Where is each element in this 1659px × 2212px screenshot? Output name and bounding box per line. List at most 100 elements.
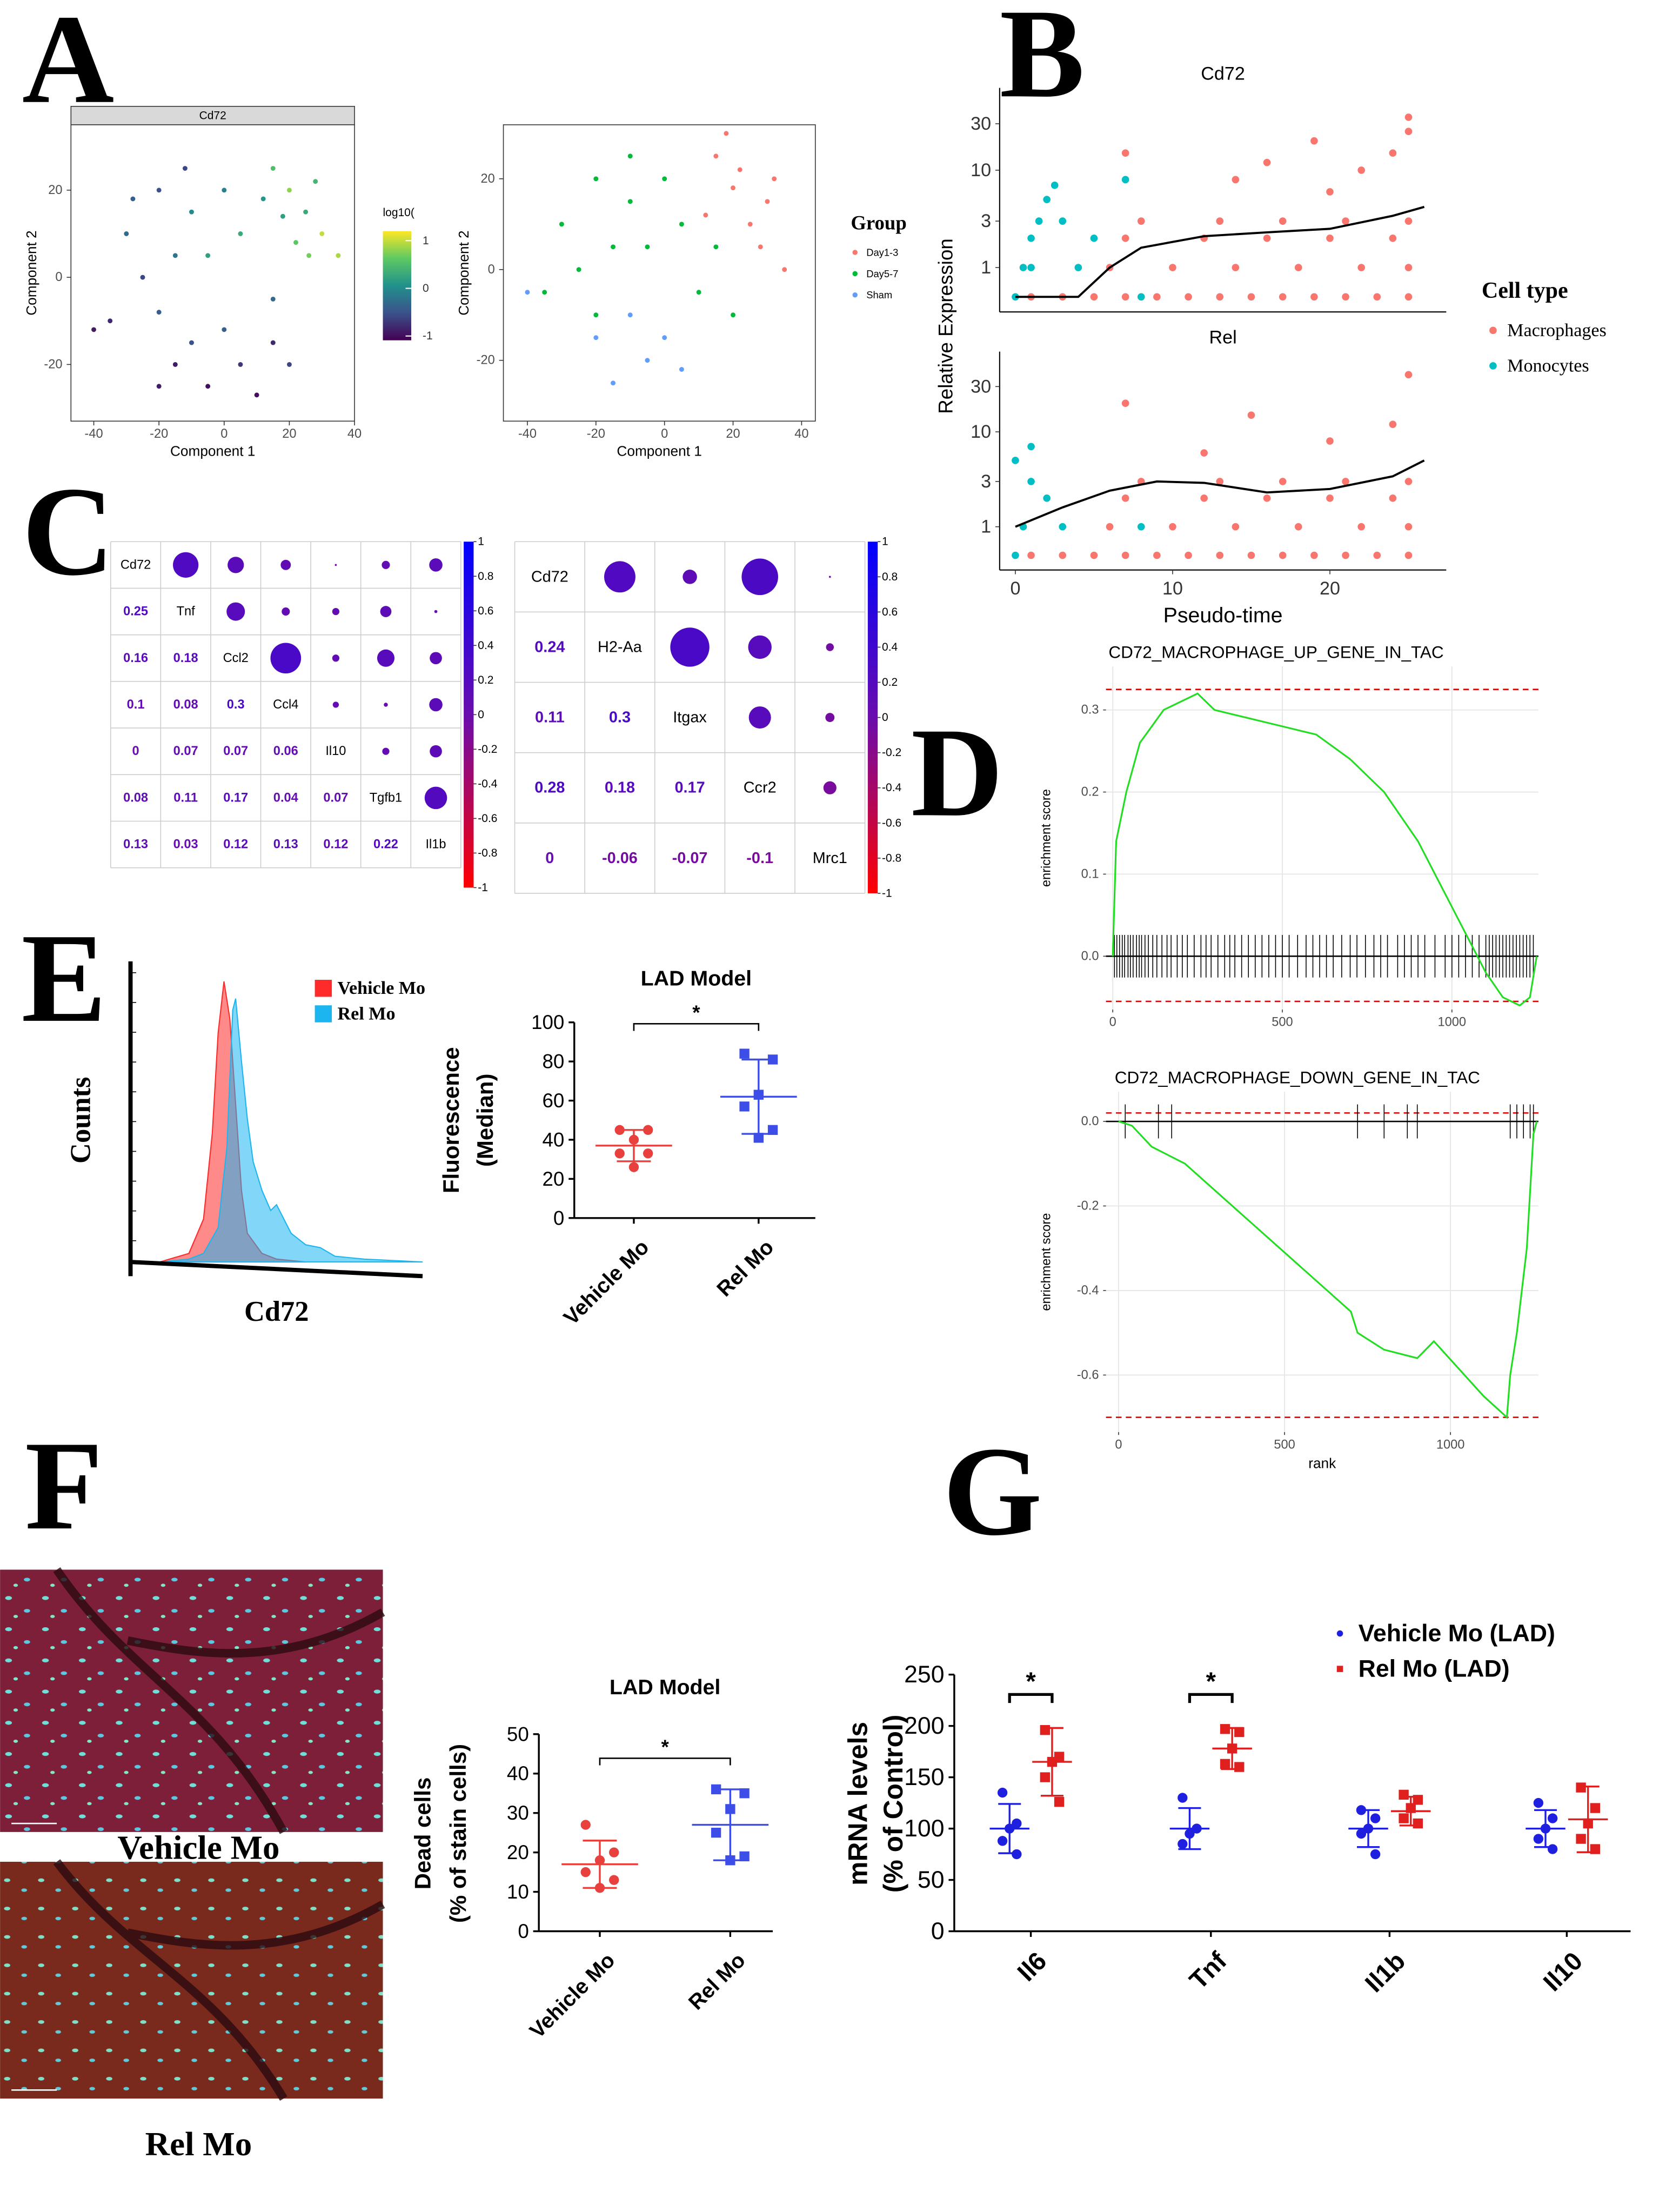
correlation-circle: [332, 654, 339, 662]
y-axis-label: enrichment score: [1039, 1213, 1053, 1311]
correlation-value: -0.1: [746, 850, 773, 867]
correlation-value: 0.12: [323, 838, 348, 852]
y-axis-label: enrichment score: [1039, 789, 1053, 887]
data-point: [580, 1820, 591, 1830]
x-tick-label: 40: [794, 427, 808, 441]
data-point: [1232, 176, 1240, 184]
data-point: [108, 318, 113, 324]
x-tick-label: 20: [282, 427, 296, 441]
data-point: [739, 1101, 750, 1112]
x-tick-label: 0: [1010, 578, 1020, 599]
data-point: [140, 275, 145, 280]
panel-letter: F: [25, 1415, 103, 1556]
correlation-circle: [384, 703, 388, 707]
correlation-circle: [741, 558, 778, 596]
x-tick-label: 40: [347, 427, 362, 441]
trend-curve: [1015, 459, 1425, 528]
variable-label: Tnf: [177, 605, 196, 619]
colorbar-tick-label: -1: [423, 330, 433, 342]
tissue-gap: [53, 1859, 385, 2101]
error-bar: [617, 1129, 651, 1162]
plot-title: CD72_MACROPHAGE_UP_GENE_IN_TAC: [1108, 643, 1443, 661]
data-point: [1027, 264, 1035, 271]
correlation-value: 0.17: [674, 779, 705, 797]
correlation-circle: [828, 576, 831, 578]
data-point: [737, 167, 742, 172]
correlation-value: 0.07: [223, 744, 248, 758]
data-point: [1012, 551, 1019, 559]
data-point: [765, 199, 770, 204]
y-tick-label: 0: [518, 1920, 529, 1942]
y-tick-label: -0.2: [1077, 1199, 1099, 1213]
data-point: [313, 179, 318, 184]
data-point: [1404, 217, 1413, 225]
density-area: [159, 998, 423, 1263]
data-point: [1051, 182, 1059, 189]
colorbar-tick-label: 0.8: [478, 570, 493, 583]
colorbar-tick-label: 0.2: [478, 674, 493, 686]
data-point: [336, 253, 341, 258]
panel-letter: B: [1000, 0, 1085, 124]
data-point: [1326, 437, 1334, 445]
data-point: [1357, 166, 1365, 174]
error-bar: [1221, 1727, 1244, 1770]
x-tick-label: 10: [1162, 578, 1183, 599]
data-point: [542, 290, 547, 295]
data-point: [731, 312, 735, 318]
x-tick-label: 1000: [1436, 1438, 1465, 1452]
y-axis-label: (% of Control): [878, 1715, 908, 1893]
correlation-value: 0.13: [123, 838, 148, 852]
enrichment-curve: [1118, 1120, 1538, 1419]
data-point: [1232, 523, 1240, 531]
data-point: [1040, 1725, 1050, 1735]
y-tick-label: 3: [981, 471, 991, 492]
data-point: [1357, 264, 1365, 271]
y-axis-label: (% of stain cells): [445, 1744, 471, 1923]
legend-marker: [852, 250, 858, 255]
plot-title: LAD Model: [610, 1675, 720, 1699]
data-point: [627, 153, 633, 159]
correlation-value: 0.3: [227, 698, 245, 712]
correlation-value: 0.03: [173, 838, 198, 852]
legend-label: Day1-3: [866, 247, 898, 258]
y-tick-label: -0.6: [1077, 1368, 1099, 1382]
y-tick-label: 20: [507, 1841, 529, 1863]
y-tick-label: 60: [543, 1090, 565, 1112]
data-point: [1121, 551, 1129, 559]
data-point: [1399, 1813, 1409, 1823]
data-point: [156, 188, 162, 193]
data-point: [1247, 293, 1255, 301]
data-point: [1576, 1782, 1586, 1793]
data-point: [1121, 149, 1129, 157]
data-point: [1294, 264, 1302, 271]
y-tick-label: 30: [507, 1802, 529, 1824]
data-point: [1294, 523, 1302, 531]
data-point: [270, 340, 276, 345]
data-point: [1234, 1727, 1245, 1737]
colorbar: [464, 542, 474, 888]
data-point: [1310, 293, 1318, 301]
data-point: [628, 1162, 639, 1172]
legend-label: Macrophages: [1507, 320, 1607, 340]
data-point: [580, 1867, 591, 1877]
correlation-value: 0.13: [273, 838, 298, 852]
y-tick-label: -0.4: [1077, 1284, 1099, 1298]
y-tick-label: 150: [904, 1764, 944, 1790]
data-point: [280, 213, 285, 219]
y-tick-label: 0: [931, 1918, 945, 1944]
colorbar-tick-label: -0.4: [882, 781, 901, 794]
data-point: [1533, 1834, 1544, 1844]
colorbar-tick-label: 0: [882, 711, 888, 724]
correlation-circle: [823, 781, 837, 794]
data-point: [525, 290, 530, 295]
data-point: [997, 1836, 1008, 1846]
correlation-value: 0.12: [223, 838, 248, 852]
colorbar-tick-label: -0.4: [478, 778, 497, 790]
correlation-value: 0.06: [273, 744, 298, 758]
y-tick-label: 20: [48, 183, 62, 197]
correlation-value: -0.06: [602, 850, 638, 867]
micrograph: [0, 1569, 383, 1832]
y-tick-label: 0: [488, 263, 495, 277]
y-tick-label: 0.1: [1081, 867, 1099, 881]
x-axis-label: Pseudo-time: [1163, 604, 1283, 627]
